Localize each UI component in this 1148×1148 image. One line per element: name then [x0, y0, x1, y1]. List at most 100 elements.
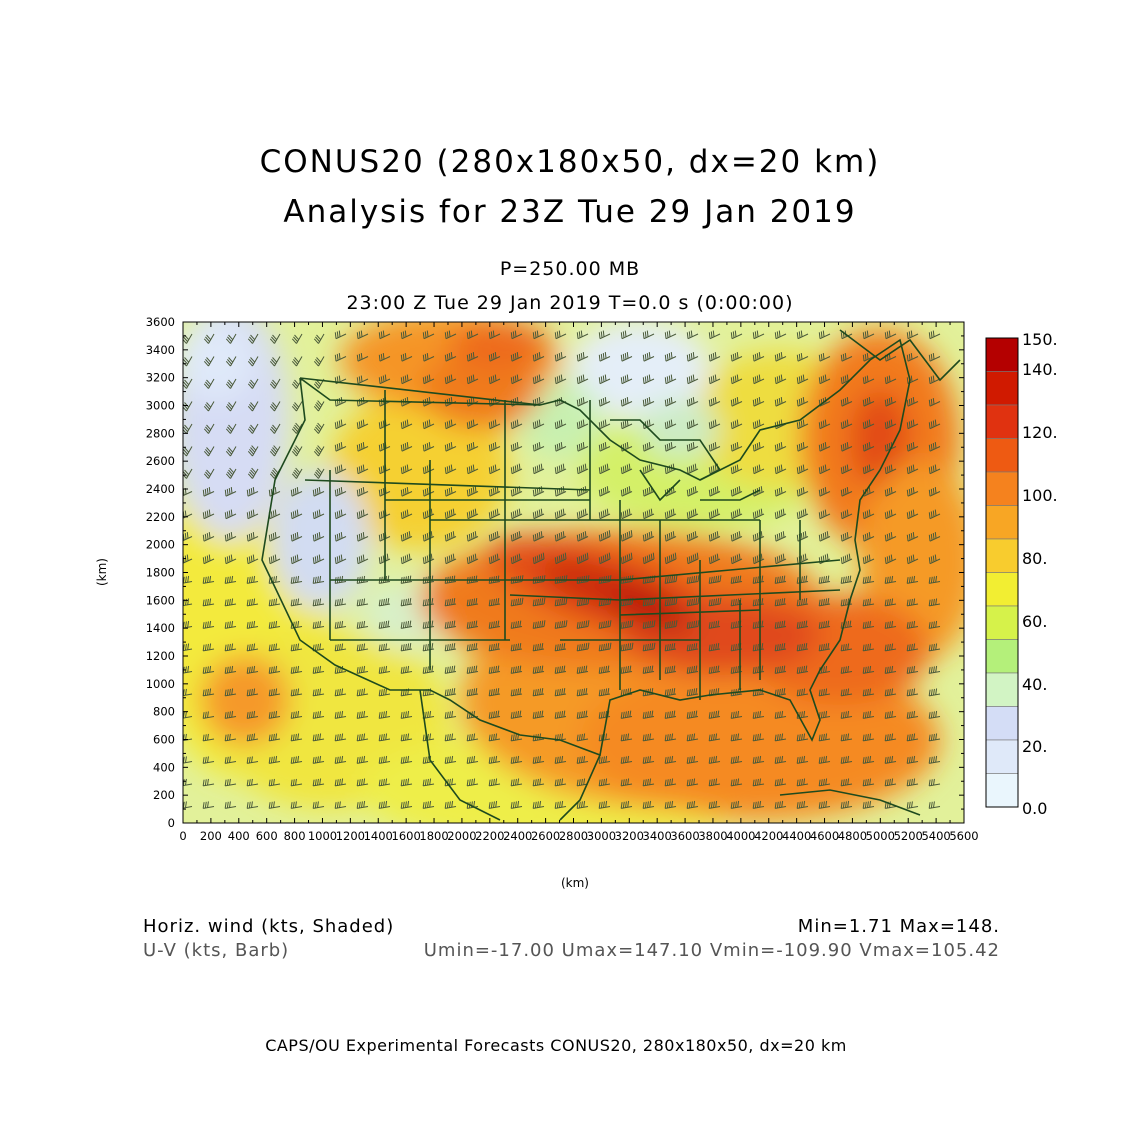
wind-barb [488, 330, 501, 340]
wind-barb [313, 400, 325, 412]
wind-barb [312, 620, 325, 629]
wind-barb [576, 733, 589, 742]
y-tick-label: 0 [168, 816, 175, 830]
wind-barb [642, 330, 655, 340]
colorbar-swatch [985, 404, 1019, 439]
wind-barb [554, 643, 567, 652]
wind-barb [730, 800, 743, 809]
wind-barb [620, 800, 633, 809]
colorbar-swatch [985, 605, 1019, 640]
wind-barb [488, 800, 501, 809]
wind-barb [862, 620, 875, 629]
wind-barb [686, 330, 699, 340]
wind-barb [247, 356, 259, 367]
x-tick-label: 1400 [364, 829, 393, 843]
wind-barb [818, 643, 831, 652]
wind-barb [906, 598, 919, 607]
wind-barb [268, 598, 281, 607]
wind-barb [642, 552, 655, 565]
wind-barb [290, 665, 303, 674]
wind-barb [488, 419, 501, 430]
wind-barb [400, 778, 413, 787]
x-tick-label: 2000 [447, 829, 476, 843]
x-tick-label: 4800 [838, 829, 867, 843]
wind-barb [906, 755, 919, 764]
wind-barb [290, 509, 303, 520]
wind-barb [400, 464, 413, 475]
wind-barb [203, 446, 215, 457]
wind-barb [686, 463, 699, 475]
wind-barb [862, 419, 875, 430]
colorbar-swatch [985, 337, 1019, 372]
wind-barb [708, 419, 721, 430]
wind-barb [818, 733, 831, 742]
wind-barb [664, 374, 677, 385]
wind-barb [510, 643, 523, 652]
colorbar-label: 140. [1022, 360, 1058, 379]
wind-barb [444, 464, 457, 475]
wind-barb [422, 778, 435, 787]
wind-barb [444, 620, 457, 629]
wind-barb [796, 397, 809, 407]
wind-barb [928, 442, 941, 452]
wind-barb [532, 620, 546, 629]
wind-barb [378, 665, 391, 674]
colorbar-swatch [985, 471, 1019, 506]
wind-barb [796, 508, 809, 520]
y-tick-label: 1600 [146, 593, 175, 607]
wind-barb [378, 710, 391, 719]
wind-barb [730, 755, 743, 764]
wind-barb [422, 419, 435, 430]
wind-barb [532, 419, 545, 430]
wind-barb [532, 597, 546, 607]
wind-barb [268, 733, 281, 742]
wind-barb [400, 509, 413, 520]
wind-barb [620, 330, 633, 340]
wind-barb [203, 401, 215, 412]
wind-barb [862, 643, 875, 652]
colorbar-label: 40. [1022, 675, 1047, 694]
wind-barb [686, 397, 699, 407]
axis-ticks [182, 321, 965, 824]
wind-barb [642, 374, 655, 385]
colorbar-swatch [985, 773, 1019, 808]
wind-barb [598, 778, 611, 787]
wind-barb [818, 710, 831, 719]
colorbar-label: 60. [1022, 612, 1047, 631]
wind-barb [598, 688, 611, 697]
wind-barb [642, 710, 655, 719]
wind-barb [642, 778, 655, 787]
wind-barb [247, 401, 259, 412]
wind-barb [884, 598, 897, 607]
wind-barb [488, 442, 501, 452]
wind-barb [620, 397, 633, 407]
wind-barb [246, 688, 259, 697]
wind-barb [862, 464, 875, 475]
wind-barb [202, 711, 215, 719]
wind-barb [818, 688, 831, 697]
wind-barb [444, 419, 457, 430]
wind-barb [818, 575, 831, 584]
wind-barb [796, 487, 809, 497]
wind-barb [862, 330, 875, 340]
wind-barb [466, 553, 479, 565]
wind-barb [774, 397, 787, 407]
colorbar-label: 80. [1022, 549, 1047, 568]
wind-barb [510, 755, 523, 764]
wind-barb [334, 442, 347, 452]
wind-barb [268, 688, 281, 697]
wind-barb [906, 464, 919, 475]
wind-barb [224, 532, 237, 542]
wind-barb [796, 374, 809, 385]
shaded-field-label: Horiz. wind (kts, Shaded) [143, 916, 395, 937]
wind-barb [247, 333, 259, 344]
wind-barb [642, 442, 655, 452]
wind-barb [840, 532, 853, 542]
wind-barb [906, 330, 919, 340]
wind-barb [334, 352, 347, 362]
x-tick-label: 800 [284, 829, 306, 843]
wind-barb [334, 509, 347, 520]
wind-barb [620, 620, 634, 629]
wind-barb [356, 487, 369, 497]
wind-barb [510, 374, 523, 385]
